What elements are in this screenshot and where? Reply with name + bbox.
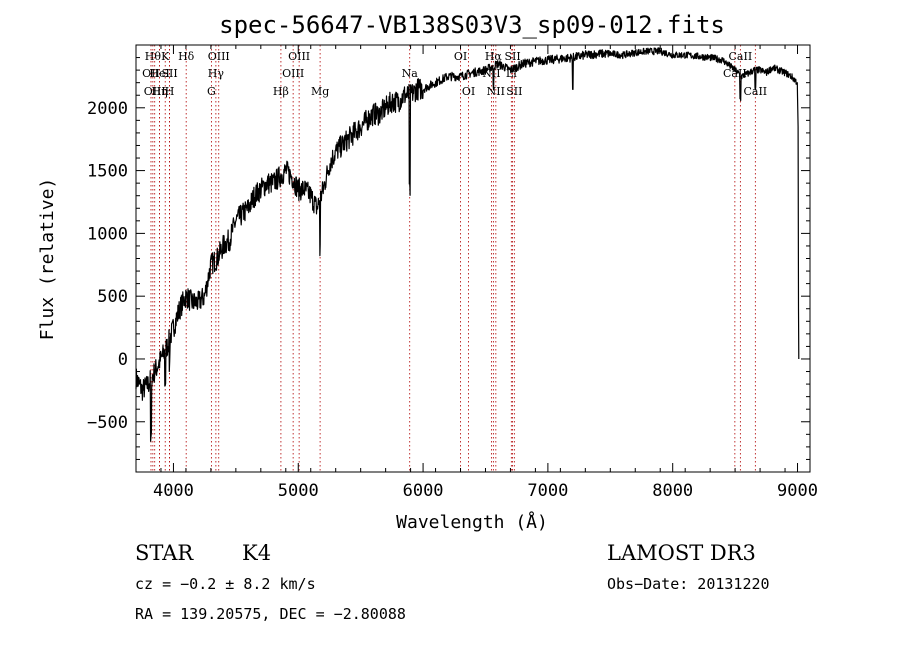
- line-marker-label: OII: [142, 67, 160, 80]
- line-marker-label: OIII: [282, 67, 304, 80]
- x-tick-label: 4000: [153, 481, 194, 501]
- ra-dec: RA = 139.20575, DEC = −2.80088: [135, 605, 406, 623]
- line-marker-label: OIII: [144, 85, 166, 98]
- line-marker-label: SII: [504, 50, 520, 63]
- line-marker-label: Na: [402, 67, 419, 80]
- y-tick-label: 500: [97, 287, 128, 307]
- line-marker-label: CaII: [743, 85, 767, 98]
- line-marker-label: H: [165, 85, 175, 98]
- line-marker-label: SII: [161, 67, 177, 80]
- emission-line-markers: [150, 45, 756, 472]
- line-marker-label: Mg: [311, 85, 329, 98]
- x-tick-label: 5000: [278, 481, 319, 501]
- redshift-cz: cz = −0.2 ± 8.2 km/s: [135, 575, 316, 593]
- line-marker-label: Hγ: [208, 67, 225, 80]
- chart-title: spec-56647-VB138S03V3_sp09-012.fits: [219, 11, 725, 39]
- emission-line-labels: OIIHθOIIIHηHeIKSIIHHδGHγOIIIHβOIIIOIIIMg…: [142, 50, 767, 98]
- line-marker-label: HeI: [149, 67, 169, 80]
- line-marker-label: SII: [506, 85, 522, 98]
- y-axis-label: Flux (relative): [37, 178, 58, 341]
- x-tick-label: 9000: [777, 481, 818, 501]
- y-tick-label: 2000: [87, 99, 128, 119]
- object-class: STAR: [135, 541, 194, 565]
- line-marker-label: Hβ: [273, 85, 289, 98]
- line-marker-label: OIII: [288, 50, 310, 63]
- line-marker-label: Hα: [485, 50, 503, 63]
- line-marker-label: G: [207, 85, 216, 98]
- y-tick-label: 1000: [87, 224, 128, 244]
- line-marker-label: K: [161, 50, 170, 63]
- survey-name: LAMOST DR3: [607, 541, 756, 565]
- x-tick-label: 7000: [527, 481, 568, 501]
- line-marker-label: NII: [487, 85, 505, 98]
- y-tick-label: −500: [87, 413, 128, 433]
- observation-date: Obs−Date: 20131220: [607, 575, 770, 593]
- x-axis-ticks: 4000 5000 6000 7000 8000 9000: [135, 45, 818, 501]
- y-axis-ticks: −500 0 500 1000 1500 2000: [87, 57, 810, 460]
- x-axis-label: Wavelength (Å): [396, 511, 548, 533]
- line-marker-label: Li: [506, 67, 517, 80]
- line-marker-label: Hθ: [145, 50, 162, 63]
- plot-frame: [135, 44, 811, 473]
- spectrum-line: [135, 47, 800, 442]
- line-marker-label: CaII: [729, 50, 753, 63]
- line-marker-label: Hη: [151, 85, 167, 98]
- line-marker-label: OI: [454, 50, 467, 63]
- line-marker-label: OI: [462, 85, 475, 98]
- y-tick-label: 1500: [87, 162, 128, 182]
- line-marker-label: Hδ: [178, 50, 195, 63]
- x-tick-label: 8000: [652, 481, 693, 501]
- line-marker-label: OIII: [208, 50, 230, 63]
- x-tick-label: 6000: [403, 481, 444, 501]
- object-subclass: K4: [242, 541, 271, 565]
- y-tick-label: 0: [118, 350, 128, 370]
